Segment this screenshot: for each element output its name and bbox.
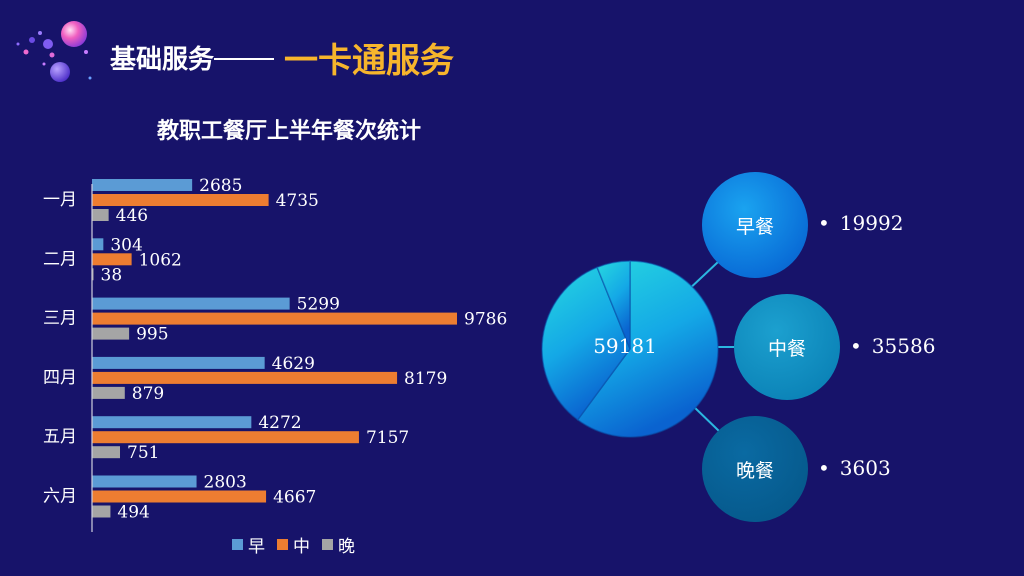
bullet-dinner: •: [818, 456, 830, 480]
bullet-breakfast: •: [818, 211, 830, 235]
decorative-bubbles: [16, 21, 92, 82]
bar-breakfast-1: [92, 179, 193, 191]
y-tick-label-6: 六月: [43, 487, 77, 507]
bar-breakfast-2: [92, 238, 104, 251]
breakfast-total: • 19992: [818, 211, 903, 235]
chart-legend: 早 中 晚: [232, 532, 367, 557]
bar-dinner-3: [92, 327, 130, 340]
bar-dinner-5: [92, 446, 121, 459]
data-label-lunch-6: 4667: [273, 488, 316, 508]
pie-slices: [541, 260, 719, 438]
bar-breakfast-3: [92, 297, 290, 310]
data-label-dinner-6: 494: [117, 503, 149, 523]
data-label-breakfast-6: 2803: [204, 473, 247, 493]
total-meals: 59181: [593, 334, 657, 358]
bar-lunch-4: [92, 371, 398, 384]
data-label-breakfast-4: 4629: [272, 354, 315, 374]
bar-lunch-2: [92, 253, 132, 266]
heading-dash: [214, 58, 275, 60]
lunch-total: • 35586: [850, 334, 935, 358]
bar-breakfast-6: [92, 475, 197, 488]
data-label-breakfast-2: 304: [110, 235, 142, 255]
connector-dinner: [691, 404, 721, 433]
pie-slice-dinner: [596, 260, 631, 350]
y-tick-label-5: 五月: [43, 427, 77, 447]
data-label-breakfast-3: 5299: [297, 295, 340, 315]
heading-main: 基础服务: [110, 44, 215, 75]
data-label-lunch-3: 9786: [464, 310, 507, 330]
bar-lunch-3: [92, 312, 457, 325]
bar-dinner-2: [92, 268, 94, 281]
y-tick-label-1: 一月: [43, 190, 77, 210]
legend-label-dinner: 晚: [338, 537, 355, 557]
breakfast-label: 早餐: [735, 215, 774, 238]
legend-swatch-breakfast: [232, 539, 243, 550]
data-label-dinner-5: 751: [127, 443, 159, 463]
breakfast-value: 19992: [839, 211, 904, 235]
pie-slice-lunch: [576, 260, 719, 438]
dinner-value: 3603: [839, 456, 891, 480]
data-label-lunch-4: 8179: [404, 369, 447, 389]
data-label-lunch-5: 7157: [366, 428, 409, 448]
dinner-bubble: 晚餐: [702, 416, 808, 522]
lunch-label: 中餐: [767, 337, 806, 360]
bar-lunch-6: [92, 490, 267, 503]
legend-swatch-lunch: [277, 539, 288, 550]
data-label-breakfast-1: 2685: [199, 176, 242, 196]
chart-title: 教职工餐厅上半年餐次统计: [157, 118, 422, 144]
legend-label-lunch: 中: [293, 537, 310, 557]
data-label-lunch-2: 1062: [139, 250, 182, 270]
y-tick-label-4: 四月: [43, 368, 77, 388]
legend-label-breakfast: 早: [248, 537, 265, 557]
dinner-label: 晚餐: [735, 459, 774, 482]
bar-dinner-4: [92, 386, 125, 399]
bar-lunch-5: [92, 431, 359, 444]
pie-slice-breakfast: [541, 266, 631, 421]
data-label-dinner-4: 879: [132, 384, 164, 404]
data-label-dinner-3: 995: [136, 325, 168, 345]
legend-item-lunch: 中: [277, 532, 310, 557]
lunch-value: 35586: [871, 334, 936, 358]
bar-dinner-1: [92, 209, 109, 221]
y-tick-label-2: 二月: [43, 249, 77, 269]
breakfast-bubble: 早餐: [702, 172, 808, 278]
pie-chart: [541, 260, 719, 438]
heading-accent: 一卡通服务: [284, 40, 455, 81]
legend-item-dinner: 晚: [322, 532, 355, 557]
bullet-lunch: •: [850, 334, 862, 358]
data-label-dinner-2: 38: [101, 265, 123, 285]
bar-dinner-6: [92, 505, 111, 518]
bar-breakfast-5: [92, 416, 252, 429]
bar-lunch-1: [92, 194, 269, 206]
legend-swatch-dinner: [322, 539, 333, 550]
y-tick-label-3: 三月: [43, 309, 77, 329]
data-label-breakfast-5: 4272: [258, 413, 301, 433]
data-label-lunch-1: 4735: [276, 191, 319, 211]
data-label-dinner-1: 446: [116, 206, 148, 226]
slide-heading: 基础服务 一卡通服务: [110, 32, 454, 82]
bar-breakfast-4: [92, 356, 265, 369]
lunch-bubble: 中餐: [734, 294, 840, 400]
legend-item-breakfast: 早: [232, 532, 265, 557]
dinner-total: • 3603: [818, 456, 891, 480]
